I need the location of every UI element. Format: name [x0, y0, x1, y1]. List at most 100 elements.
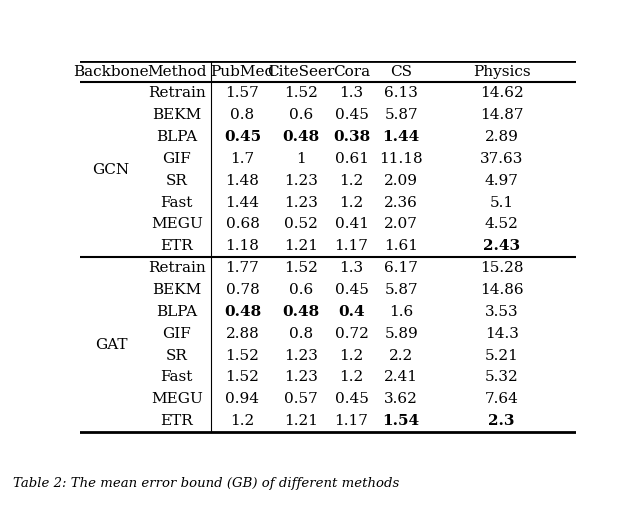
- Text: 4.52: 4.52: [484, 218, 518, 231]
- Text: 1.44: 1.44: [383, 130, 420, 144]
- Text: SR: SR: [166, 174, 188, 188]
- Text: 1.77: 1.77: [225, 261, 259, 275]
- Text: Backbone: Backbone: [73, 65, 149, 78]
- Text: 5.87: 5.87: [385, 108, 418, 122]
- Text: 1.2: 1.2: [230, 414, 255, 428]
- Text: 1.2: 1.2: [339, 195, 364, 210]
- Text: 1.54: 1.54: [383, 414, 420, 428]
- Text: 0.4: 0.4: [339, 305, 365, 319]
- Text: 1.52: 1.52: [284, 261, 317, 275]
- Text: 0.52: 0.52: [284, 218, 317, 231]
- Text: 1.3: 1.3: [339, 86, 364, 100]
- Text: 1.23: 1.23: [284, 348, 317, 363]
- Text: GCN: GCN: [92, 163, 129, 177]
- Text: 0.48: 0.48: [282, 305, 319, 319]
- Text: 0.94: 0.94: [225, 392, 259, 406]
- Text: Table 2: The mean error bound (GB) of different methods: Table 2: The mean error bound (GB) of di…: [13, 477, 399, 490]
- Text: 1.2: 1.2: [339, 174, 364, 188]
- Text: 2.07: 2.07: [384, 218, 418, 231]
- Text: 0.8: 0.8: [230, 108, 255, 122]
- Text: 1.23: 1.23: [284, 195, 317, 210]
- Text: Cora: Cora: [333, 65, 370, 78]
- Text: 0.6: 0.6: [289, 283, 313, 297]
- Text: 0.41: 0.41: [335, 218, 369, 231]
- Text: GAT: GAT: [95, 337, 127, 351]
- Text: ETR: ETR: [161, 414, 193, 428]
- Text: 6.13: 6.13: [384, 86, 418, 100]
- Text: 2.43: 2.43: [483, 239, 520, 254]
- Text: 0.38: 0.38: [333, 130, 370, 144]
- Text: 14.86: 14.86: [480, 283, 524, 297]
- Text: 14.62: 14.62: [480, 86, 524, 100]
- Text: 14.3: 14.3: [484, 327, 518, 341]
- Text: Physics: Physics: [473, 65, 531, 78]
- Text: 1.7: 1.7: [230, 152, 255, 166]
- Text: 1.17: 1.17: [335, 239, 369, 254]
- Text: SR: SR: [166, 348, 188, 363]
- Text: CS: CS: [390, 65, 412, 78]
- Text: 1.52: 1.52: [225, 370, 259, 384]
- Text: 1.44: 1.44: [225, 195, 259, 210]
- Text: ETR: ETR: [161, 239, 193, 254]
- Text: BLPA: BLPA: [156, 305, 197, 319]
- Text: GIF: GIF: [163, 152, 191, 166]
- Text: 0.48: 0.48: [224, 305, 261, 319]
- Text: Fast: Fast: [161, 195, 193, 210]
- Text: 1.52: 1.52: [284, 86, 317, 100]
- Text: 2.09: 2.09: [384, 174, 418, 188]
- Text: 2.2: 2.2: [389, 348, 413, 363]
- Text: 2.36: 2.36: [384, 195, 418, 210]
- Text: GIF: GIF: [163, 327, 191, 341]
- Text: 11.18: 11.18: [380, 152, 423, 166]
- Text: CiteSeer: CiteSeer: [267, 65, 335, 78]
- Text: 2.3: 2.3: [488, 414, 515, 428]
- Text: 5.1: 5.1: [490, 195, 514, 210]
- Text: 2.89: 2.89: [484, 130, 518, 144]
- Text: 0.45: 0.45: [335, 108, 369, 122]
- Text: 6.17: 6.17: [384, 261, 418, 275]
- Text: 0.57: 0.57: [284, 392, 317, 406]
- Text: 2.88: 2.88: [225, 327, 259, 341]
- Text: MEGU: MEGU: [151, 392, 203, 406]
- Text: 1.17: 1.17: [335, 414, 369, 428]
- Text: 0.61: 0.61: [335, 152, 369, 166]
- Text: Fast: Fast: [161, 370, 193, 384]
- Text: 1.18: 1.18: [225, 239, 259, 254]
- Text: 0.68: 0.68: [225, 218, 259, 231]
- Text: 1.21: 1.21: [284, 239, 317, 254]
- Text: 0.6: 0.6: [289, 108, 313, 122]
- Text: 1.2: 1.2: [339, 348, 364, 363]
- Text: Retrain: Retrain: [148, 86, 205, 100]
- Text: 3.53: 3.53: [484, 305, 518, 319]
- Text: Retrain: Retrain: [148, 261, 205, 275]
- Text: 37.63: 37.63: [480, 152, 524, 166]
- Text: 0.48: 0.48: [282, 130, 319, 144]
- Text: 1.52: 1.52: [225, 348, 259, 363]
- Text: 1.48: 1.48: [225, 174, 259, 188]
- Text: 5.87: 5.87: [385, 283, 418, 297]
- Text: BEKM: BEKM: [152, 283, 202, 297]
- Text: 0.72: 0.72: [335, 327, 369, 341]
- Text: 1.57: 1.57: [225, 86, 259, 100]
- Text: 1.3: 1.3: [339, 261, 364, 275]
- Text: 0.45: 0.45: [224, 130, 261, 144]
- Text: 0.45: 0.45: [335, 392, 369, 406]
- Text: BLPA: BLPA: [156, 130, 197, 144]
- Text: 14.87: 14.87: [480, 108, 524, 122]
- Text: BEKM: BEKM: [152, 108, 202, 122]
- Text: 0.78: 0.78: [225, 283, 259, 297]
- Text: 5.32: 5.32: [484, 370, 518, 384]
- Text: Method: Method: [147, 65, 207, 78]
- Text: 1.21: 1.21: [284, 414, 317, 428]
- Text: 7.64: 7.64: [484, 392, 518, 406]
- Text: 2.41: 2.41: [384, 370, 418, 384]
- Text: 15.28: 15.28: [480, 261, 524, 275]
- Text: 1.6: 1.6: [389, 305, 413, 319]
- Text: 1: 1: [296, 152, 305, 166]
- Text: 1.2: 1.2: [339, 370, 364, 384]
- Text: 3.62: 3.62: [384, 392, 418, 406]
- Text: 5.89: 5.89: [384, 327, 418, 341]
- Text: 1.23: 1.23: [284, 370, 317, 384]
- Text: 0.8: 0.8: [289, 327, 313, 341]
- Text: 4.97: 4.97: [484, 174, 518, 188]
